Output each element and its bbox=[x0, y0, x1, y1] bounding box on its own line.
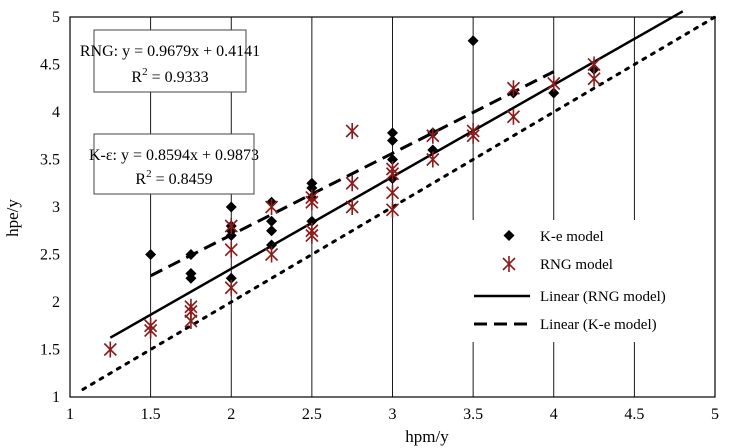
x-tick-labels: 1 1.5 2 2.5 3 3.5 4 4.5 5 bbox=[66, 406, 719, 423]
rng-model-point bbox=[305, 194, 319, 211]
y-tick-label: 4 bbox=[52, 104, 60, 121]
legend-label-ke-model: K-e model bbox=[540, 229, 604, 245]
rng-model-point bbox=[264, 246, 279, 263]
rng-model-point bbox=[345, 175, 359, 192]
ke-model-point bbox=[387, 154, 398, 165]
rng-model-point bbox=[426, 151, 440, 168]
y-tick-labels: 1 1.5 2 2.5 3 3.5 4 4.5 5 bbox=[40, 9, 60, 406]
annotation-ke-equation: K-ε: y = 0.8594x + 0.9873 bbox=[89, 147, 259, 164]
reference-line bbox=[81, 15, 717, 391]
ke-model-point bbox=[306, 215, 318, 227]
ke-model-point bbox=[467, 35, 479, 47]
ke-model-point bbox=[225, 272, 237, 284]
rng-model-point bbox=[224, 279, 238, 296]
y-tick-label: 2 bbox=[52, 294, 60, 311]
ke-model-point bbox=[548, 87, 560, 99]
legend-diamond-marker bbox=[503, 230, 515, 241]
rng-model-point bbox=[305, 227, 319, 244]
y-tick-label: 1 bbox=[52, 389, 60, 406]
reference-line-1to1 bbox=[81, 15, 717, 391]
data-points bbox=[103, 35, 601, 358]
x-tick-label: 5 bbox=[711, 406, 719, 423]
rng-model-point bbox=[345, 199, 359, 215]
legend-label-linear-rng: Linear (RNG model) bbox=[540, 289, 666, 305]
x-tick-label: 3 bbox=[389, 406, 397, 423]
rng-model-point bbox=[426, 127, 440, 144]
ke-model-point bbox=[427, 144, 439, 156]
x-tick-label: 4.5 bbox=[624, 406, 644, 423]
ke-model-point bbox=[225, 230, 237, 241]
y-axis-label: hpe/y bbox=[3, 199, 22, 237]
x-tick-label: 2.5 bbox=[302, 406, 322, 423]
rng-model-point bbox=[587, 70, 601, 87]
rng-model-point bbox=[103, 341, 117, 358]
ke-model-point bbox=[266, 225, 278, 237]
legend-label-rng-model: RNG model bbox=[540, 257, 613, 273]
rng-model-point bbox=[345, 123, 359, 139]
legend-item-linear-rng: Linear (RNG model) bbox=[474, 289, 666, 305]
rng-model-point bbox=[264, 199, 279, 215]
ke-model-point bbox=[225, 201, 237, 213]
annotation-ke-r2: R2 = 0.8459 bbox=[135, 168, 212, 188]
ke-model-point bbox=[387, 127, 398, 139]
y-tick-label: 5 bbox=[52, 9, 60, 26]
trend-line-rng bbox=[109, 10, 684, 339]
rng-model-point bbox=[547, 75, 561, 92]
y-tick-label: 3.5 bbox=[40, 152, 60, 169]
x-tick-label: 1 bbox=[66, 406, 74, 423]
rng-model-point bbox=[385, 184, 400, 201]
y-tick-label: 1.5 bbox=[40, 342, 60, 359]
rng-model-point bbox=[506, 80, 521, 97]
legend-asterisk-marker bbox=[502, 256, 516, 272]
ke-model-point bbox=[185, 249, 197, 260]
rng-model-point bbox=[144, 322, 158, 339]
rng-model-point bbox=[506, 108, 521, 125]
ke-model-point bbox=[387, 135, 398, 146]
y-tick-label: 4.5 bbox=[40, 57, 60, 74]
legend-label-linear-ke: Linear (K-e model) bbox=[540, 317, 657, 333]
trend-lines bbox=[109, 10, 684, 339]
x-tick-label: 1.5 bbox=[141, 406, 161, 423]
trend-line-ke bbox=[149, 70, 555, 278]
rng-model-point bbox=[224, 218, 238, 234]
annotation-rng-r2: R2 = 0.9333 bbox=[131, 66, 208, 86]
rng-model-point bbox=[587, 56, 601, 73]
annotation-rng-equation: RNG: y = 0.9679x + 0.4141 bbox=[80, 43, 260, 60]
ke-model-point bbox=[145, 249, 157, 260]
x-tick-label: 4 bbox=[550, 406, 558, 423]
ke-model-point bbox=[266, 239, 278, 251]
y-tick-label: 2.5 bbox=[40, 247, 60, 264]
rng-model-point bbox=[385, 201, 400, 218]
plot-frame bbox=[69, 16, 716, 398]
x-tick-label: 2 bbox=[227, 406, 235, 423]
legend-item-rng-model: RNG model bbox=[502, 256, 613, 273]
rng-model-point bbox=[224, 241, 238, 258]
rng-model-point bbox=[184, 313, 198, 329]
legend: K-e model RNG model Linear (RNG model) L… bbox=[469, 220, 705, 342]
rng-model-point bbox=[466, 127, 480, 144]
legend-item-ke-model: K-e model bbox=[503, 229, 604, 245]
ke-model-point bbox=[185, 272, 197, 284]
annotation-ke: K-ε: y = 0.8594x + 0.9873 R2 = 0.8459 bbox=[89, 133, 259, 195]
ke-model-point bbox=[306, 182, 318, 194]
annotation-rng: RNG: y = 0.9679x + 0.4141 R2 = 0.9333 bbox=[80, 29, 260, 93]
y-tick-label: 3 bbox=[52, 199, 60, 216]
x-axis-label: hpm/y bbox=[405, 427, 449, 446]
x-tick-label: 3.5 bbox=[463, 406, 483, 423]
ke-model-point bbox=[266, 215, 278, 227]
legend-item-linear-ke: Linear (K-e model) bbox=[474, 317, 657, 333]
rng-model-point bbox=[385, 165, 400, 182]
